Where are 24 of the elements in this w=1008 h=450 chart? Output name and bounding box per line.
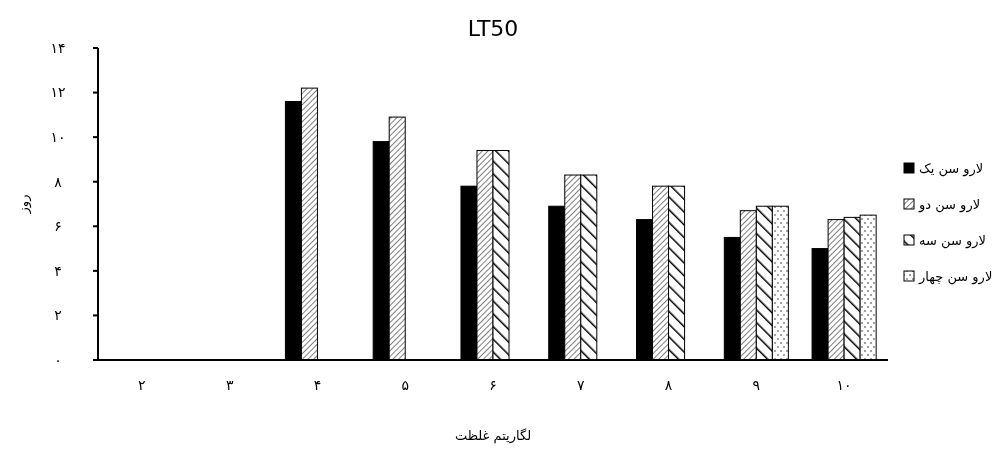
x-tick-label: ۷ [577, 377, 586, 393]
x-tick-label: ۱۰ [836, 377, 852, 393]
x-tick-label: ۴ [313, 377, 322, 393]
x-tick-label: ۵ [401, 377, 409, 393]
x-axis-title: لگاریتم غلظت [454, 428, 532, 444]
y-tick-label: ۸ [54, 173, 63, 190]
legend-label: لارو سن یک [919, 160, 984, 177]
legend-label: لارو سن دو [918, 196, 981, 213]
y-tick-label: ۱۴ [50, 39, 66, 56]
x-tick-label: ۹ [752, 377, 761, 393]
legend-label: لارو سن چهار [918, 268, 993, 285]
legend-label: لارو سن سه [919, 232, 986, 249]
x-tick-label: ۲ [138, 377, 146, 393]
y-tick-label: ۰ [54, 351, 62, 368]
x-tick-label: ۳ [225, 377, 234, 393]
y-axis-title: روز [16, 194, 32, 215]
y-tick-label: ۶ [54, 218, 62, 235]
chart-title: LT50 [467, 16, 519, 41]
y-tick-label: ۲ [54, 307, 62, 324]
x-tick-label: ۸ [664, 377, 673, 393]
y-tick-label: ۱۲ [50, 84, 66, 101]
y-tick-label: ۴ [54, 262, 62, 279]
x-tick-label: ۶ [489, 377, 497, 393]
y-tick-label: ۱۰ [50, 129, 66, 146]
